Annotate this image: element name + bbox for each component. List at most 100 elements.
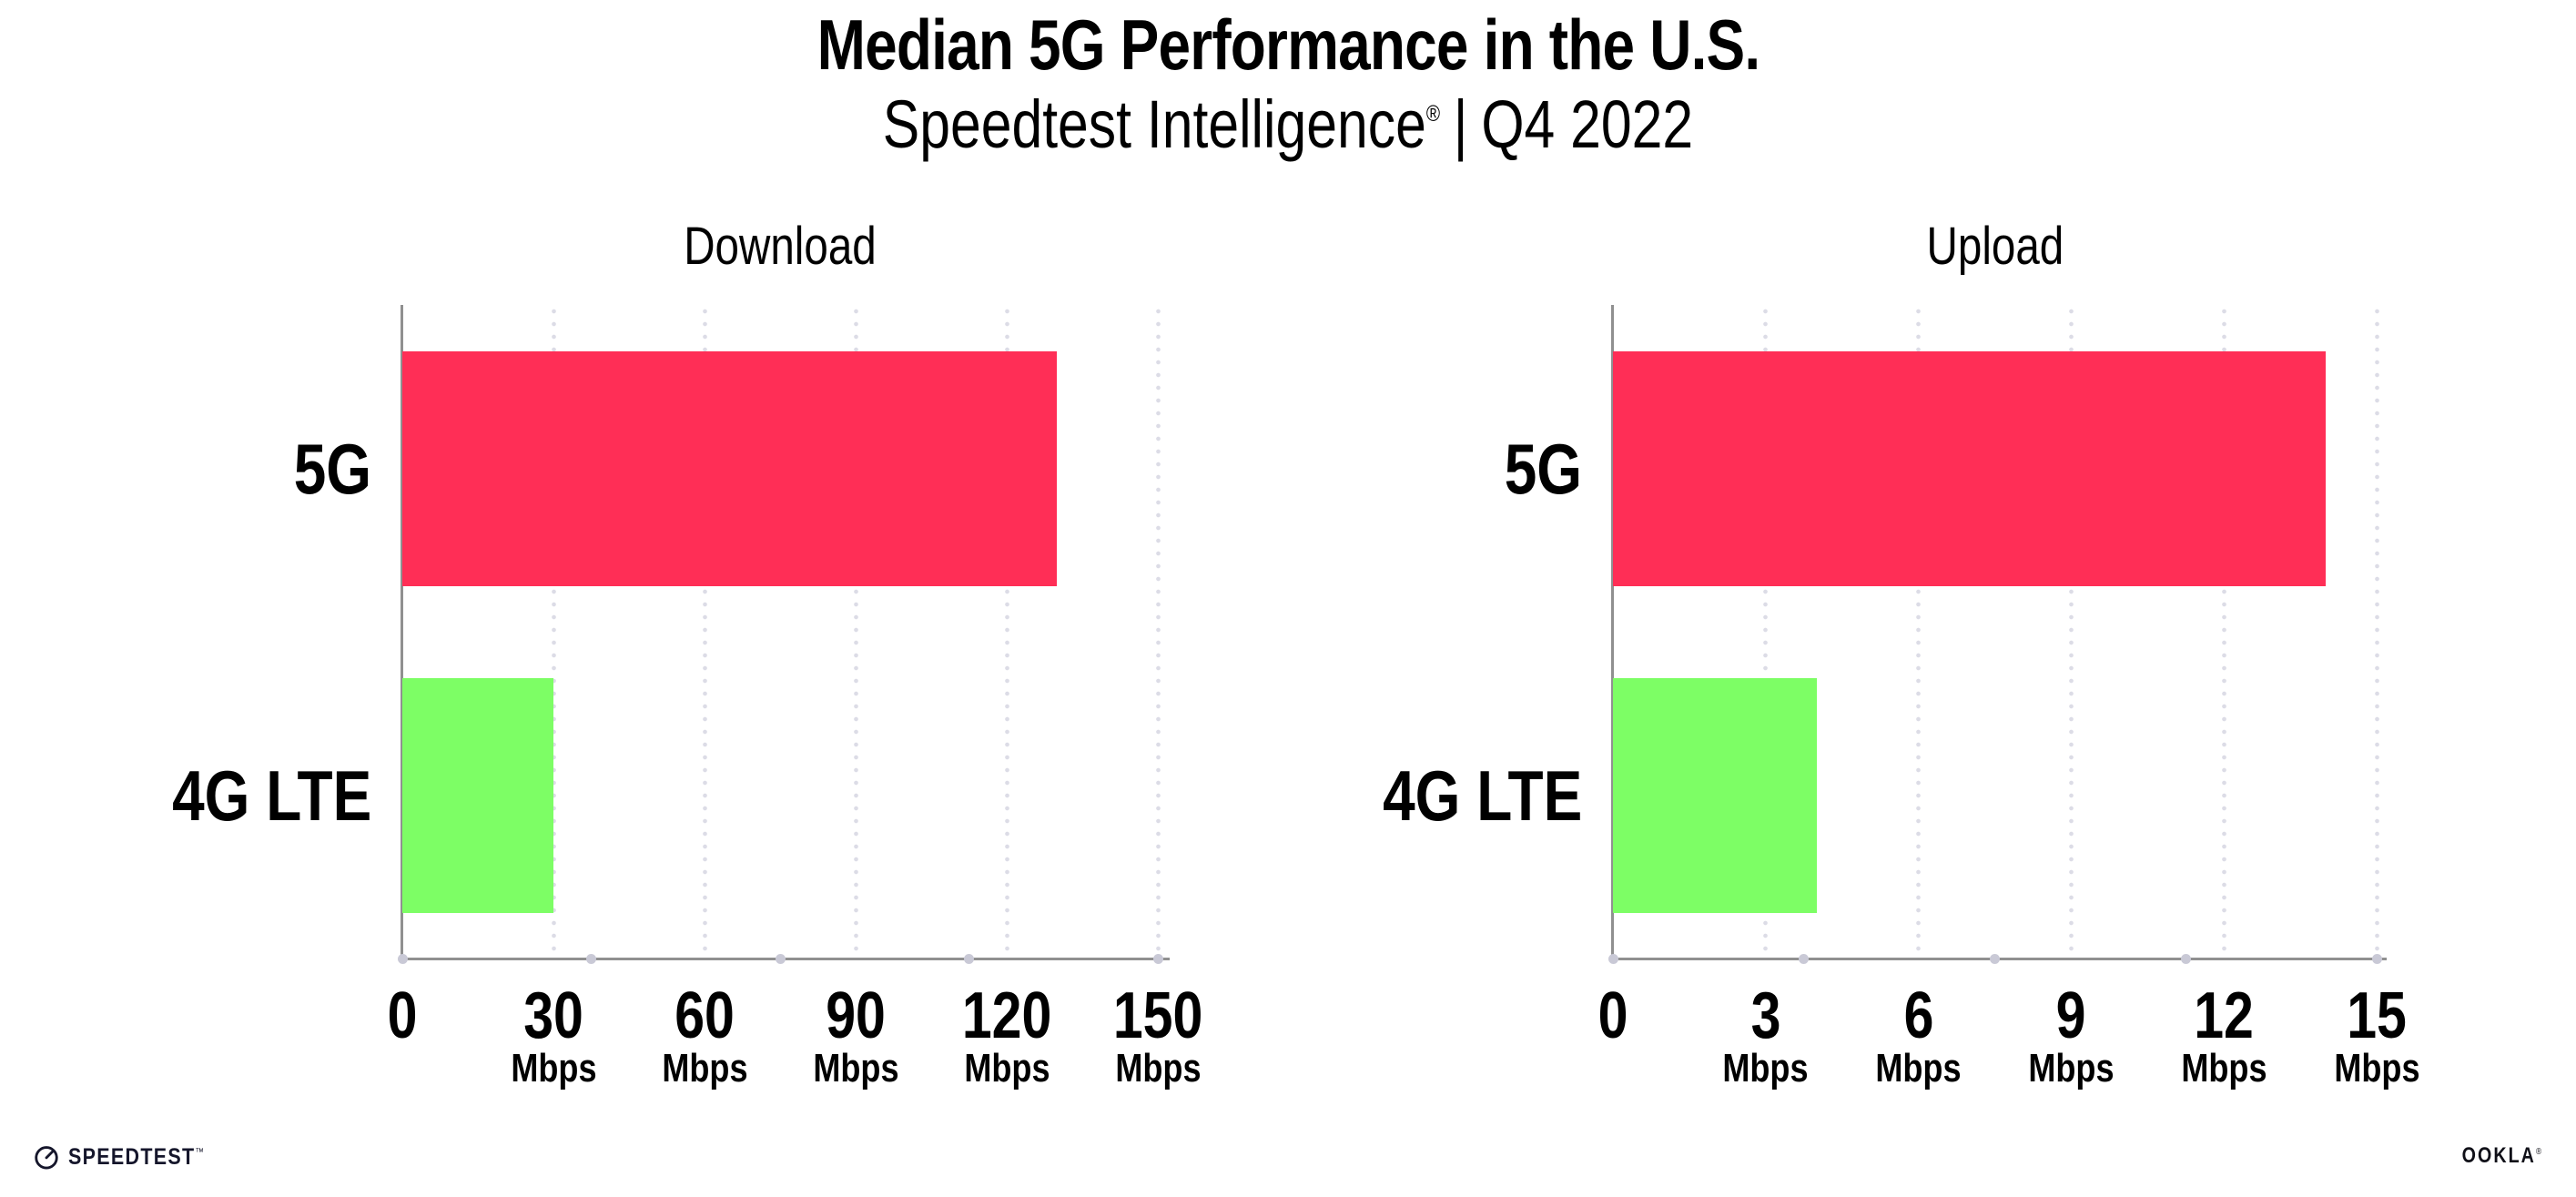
bar-4g-lte — [402, 677, 553, 913]
tick-unit-label: Mbps — [1962, 1049, 2180, 1089]
trademark-icon: ™ — [195, 1146, 206, 1158]
axis-tick-dot — [397, 954, 408, 964]
tick-unit-label: Mbps — [898, 1049, 1116, 1089]
tick-unit-text: Mbps — [2028, 1046, 2115, 1090]
ookla-wordmark: OOKLA® — [2444, 1145, 2543, 1167]
tick-unit-text: Mbps — [1722, 1046, 1809, 1090]
tick-unit-text: Mbps — [1875, 1046, 1962, 1090]
axis-tick-dot — [1607, 954, 1618, 964]
axis-tick-dot — [2371, 954, 2382, 964]
tick-unit-text: Mbps — [2333, 1046, 2420, 1090]
bar-5g — [1613, 350, 2327, 586]
plot-area — [1607, 305, 2387, 964]
gridline — [2374, 305, 2379, 959]
figure-title: Median 5G Performance in the U.S. — [0, 9, 2576, 80]
tick-label: 3 — [1657, 983, 1875, 1049]
y-axis-line — [1611, 305, 1614, 959]
y-axis-line — [401, 305, 403, 959]
bar-4g-lte — [1613, 677, 1817, 913]
tick-label-text: 9 — [2055, 979, 2086, 1052]
tick-unit-text: Mbps — [963, 1046, 1050, 1090]
gridline — [2221, 305, 2226, 959]
ookla-wordmark-text: OOKLA® — [2462, 1145, 2543, 1167]
tick-label: 6 — [1810, 983, 2028, 1049]
gridline — [2068, 305, 2074, 959]
chart-title-text: Upload — [1926, 217, 2064, 276]
subtitle-brand: Speedtest Intelligence — [882, 86, 1426, 162]
bar-5g — [402, 350, 1058, 586]
tick-unit-label: Mbps — [444, 1049, 663, 1089]
chart-title: Download — [402, 220, 1158, 273]
plot-area — [397, 305, 1170, 964]
speedtest-gauge-icon — [35, 1146, 58, 1170]
tick-label-text: 0 — [1597, 979, 1628, 1052]
tick-label-text: 12 — [2194, 979, 2255, 1052]
tick-label: 60 — [595, 983, 814, 1049]
axis-tick-dot — [1990, 954, 2000, 964]
tick-label-text: 0 — [387, 979, 418, 1052]
gridline — [1916, 305, 1922, 959]
gridline — [1155, 305, 1161, 959]
tick-unit-label: Mbps — [595, 1049, 814, 1089]
tick-unit-text: Mbps — [510, 1046, 597, 1090]
subtitle-separator: | — [1453, 86, 1468, 162]
tick-label: 120 — [898, 983, 1116, 1049]
tick-label: 90 — [746, 983, 965, 1049]
tick-label-text: 3 — [1750, 979, 1781, 1052]
subtitle-period: Q4 2022 — [1481, 86, 1694, 162]
tick-unit-label: Mbps — [2115, 1049, 2333, 1089]
category-label-text: 4G LTE — [1382, 755, 1582, 836]
tick-unit-text: Mbps — [812, 1046, 899, 1090]
axis-tick-dot — [1152, 954, 1163, 964]
gridline — [1004, 305, 1009, 959]
registered-mark-icon: ® — [2535, 1147, 2543, 1157]
tick-unit-text: Mbps — [1114, 1046, 1202, 1090]
axis-tick-dot — [586, 954, 596, 964]
speedtest-label: SPEEDTEST — [68, 1143, 196, 1170]
axis-tick-dot — [1799, 954, 1810, 964]
tick-label-text: 120 — [961, 979, 1052, 1052]
category-label: 5G — [1185, 433, 1582, 504]
ookla-label: OOKLA — [2461, 1143, 2536, 1168]
registered-mark-icon: ® — [1425, 101, 1441, 127]
tick-label-text: 30 — [523, 979, 583, 1052]
tick-label: 9 — [1962, 983, 2180, 1049]
tick-unit-text: Mbps — [661, 1046, 748, 1090]
tick-label-text: 90 — [826, 979, 886, 1052]
tick-label-text: 6 — [1903, 979, 1934, 1052]
figure-subtitle: Speedtest Intelligence® | Q4 2022 — [0, 91, 2576, 158]
tick-unit-text: Mbps — [2181, 1046, 2267, 1090]
axis-tick-dot — [775, 954, 786, 964]
tick-label-text: 15 — [2347, 979, 2407, 1052]
tick-label-text: 60 — [674, 979, 735, 1052]
tick-label-text: 150 — [1112, 979, 1203, 1052]
tick-unit-label: Mbps — [1049, 1049, 1267, 1089]
tick-label: 15 — [2267, 983, 2486, 1049]
speedtest-wordmark: SPEEDTEST™ — [68, 1143, 228, 1170]
ookla-logo: OOKLA® — [2444, 1145, 2543, 1167]
tick-label: 12 — [2115, 983, 2333, 1049]
gridline — [853, 305, 858, 959]
chart-title: Upload — [1613, 220, 2377, 273]
category-label: 4G LTE — [0, 760, 371, 831]
category-label-text: 5G — [1504, 428, 1582, 509]
category-label-text: 4G LTE — [171, 755, 371, 836]
tick-unit-label: Mbps — [1810, 1049, 2028, 1089]
tick-unit-label: Mbps — [2267, 1049, 2486, 1089]
tick-label: 0 — [293, 983, 512, 1049]
category-label: 4G LTE — [1185, 760, 1582, 831]
tick-label: 30 — [444, 983, 663, 1049]
figure-title-text: Median 5G Performance in the U.S. — [816, 5, 1760, 85]
gridline — [551, 305, 556, 959]
gridline — [702, 305, 707, 959]
category-label-text: 5G — [293, 428, 371, 509]
x-axis-line — [401, 958, 1170, 960]
tick-label: 150 — [1049, 983, 1267, 1049]
axis-tick-dot — [2180, 954, 2191, 964]
gridline — [1763, 305, 1769, 959]
tick-unit-label: Mbps — [1657, 1049, 1875, 1089]
speedtest-logo: SPEEDTEST™ — [33, 1143, 228, 1171]
chart-title-text: Download — [684, 217, 877, 276]
figure-subtitle-text: Speedtest Intelligence® | Q4 2022 — [883, 91, 1693, 158]
axis-tick-dot — [964, 954, 974, 964]
